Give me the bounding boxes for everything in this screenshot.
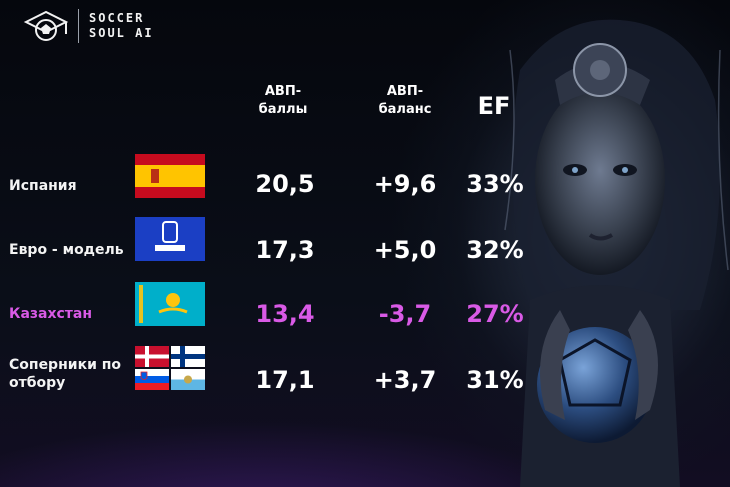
ai-woman-with-ball-illustration bbox=[504, 19, 729, 487]
avp-balance-value: +3,7 bbox=[373, 366, 437, 394]
row-label: Испания bbox=[9, 178, 77, 194]
ef-value: 32% bbox=[466, 236, 524, 264]
rival-flags-group bbox=[135, 346, 205, 390]
avp-points-value: 17,1 bbox=[255, 366, 315, 394]
avp-points-value: 13,4 bbox=[255, 300, 315, 328]
brand-line-2: SOUL AI bbox=[89, 26, 154, 40]
table-row: Евро - модель 17,3 +5,0 32% bbox=[0, 217, 730, 277]
ef-value: 33% bbox=[466, 170, 524, 198]
spain-flag-icon bbox=[135, 154, 205, 198]
header-avp-balance: АВП- баланс bbox=[378, 84, 432, 117]
slovenia-flag-icon bbox=[135, 369, 169, 390]
table-row: Испания 20,5 +9,6 33% bbox=[0, 154, 730, 214]
avp-balance-value: +5,0 bbox=[373, 236, 437, 264]
brand-logo: SOCCER SOUL AI bbox=[22, 8, 154, 44]
row-label: Казахстан bbox=[9, 306, 93, 322]
ef-value: 31% bbox=[466, 366, 524, 394]
euro-2024-logo-icon bbox=[135, 217, 205, 261]
header-avp-points: АВП- баллы bbox=[258, 84, 308, 117]
header-ef: EF bbox=[477, 92, 511, 120]
avp-balance-value: +9,6 bbox=[373, 170, 437, 198]
denmark-flag-icon bbox=[135, 346, 169, 367]
avp-points-value: 20,5 bbox=[255, 170, 315, 198]
brand-line-1: SOCCER bbox=[89, 11, 145, 25]
finland-flag-icon bbox=[171, 346, 205, 367]
table-row: Соперники по отбору 17,1 +3,7 31% bbox=[0, 346, 730, 406]
san-marino-flag-icon bbox=[171, 369, 205, 390]
ef-value: 27% bbox=[466, 300, 524, 328]
row-label: Евро - модель bbox=[9, 242, 124, 258]
row-label: Соперники по отбору bbox=[9, 357, 122, 391]
logo-divider bbox=[78, 9, 79, 43]
soccer-ball-logo-icon bbox=[23, 10, 69, 41]
table-row-highlighted: Казахстан 13,4 -3,7 27% bbox=[0, 282, 730, 342]
avp-points-value: 17,3 bbox=[255, 236, 315, 264]
avp-balance-value: -3,7 bbox=[378, 300, 432, 328]
brand-name: SOCCER SOUL AI bbox=[89, 11, 154, 41]
kazakhstan-flag-icon bbox=[135, 282, 205, 326]
